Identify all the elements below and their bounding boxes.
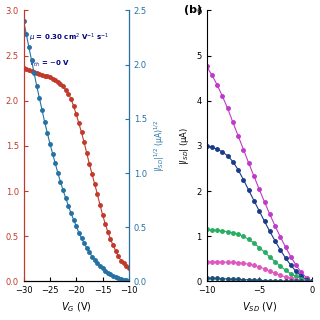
Y-axis label: $|I_{SD}|$ (μA): $|I_{SD}|$ (μA) [178,127,191,165]
Text: (b): (b) [184,5,202,15]
X-axis label: $V_{SD}$ (V): $V_{SD}$ (V) [242,301,277,315]
Text: $\mu$ = 0.30 cm$^2$ V$^{-1}$ s$^{-1}$: $\mu$ = 0.30 cm$^2$ V$^{-1}$ s$^{-1}$ [29,32,109,44]
Text: $V_{th}$ = $-$0 V: $V_{th}$ = $-$0 V [29,59,70,69]
X-axis label: $V_G$ (V): $V_G$ (V) [61,301,92,315]
Y-axis label: $|I_{SD}|^{1/2}$ (μA)$^{1/2}$: $|I_{SD}|^{1/2}$ (μA)$^{1/2}$ [152,120,167,172]
